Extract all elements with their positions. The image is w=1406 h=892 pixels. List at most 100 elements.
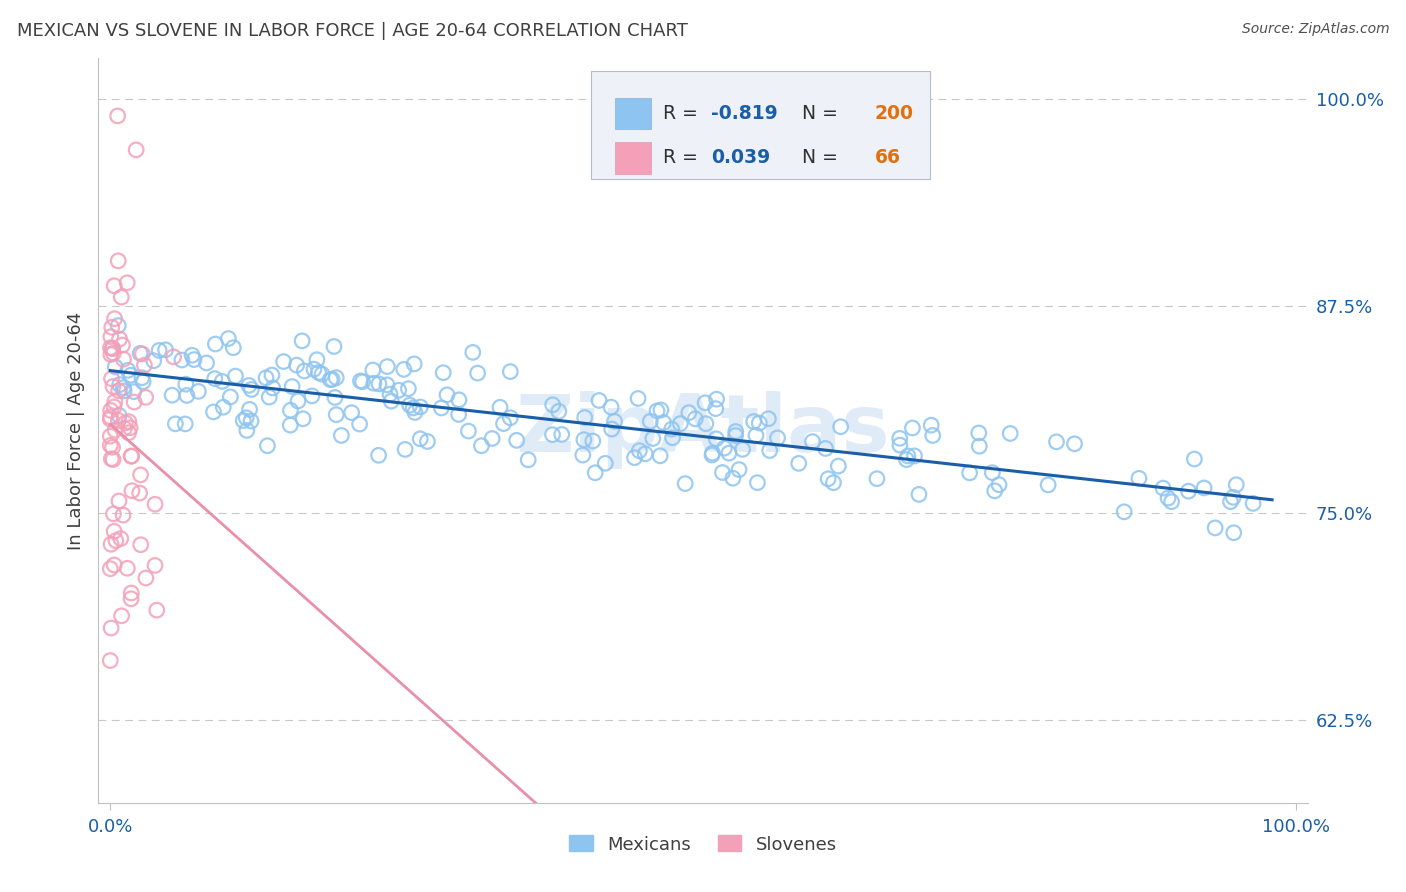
Point: [287, 394, 309, 409]
Point: [547, 404, 569, 418]
Point: [1128, 471, 1150, 485]
Text: R =: R =: [664, 103, 704, 123]
Point: [404, 405, 426, 419]
Point: [367, 448, 389, 462]
Text: -0.819: -0.819: [711, 103, 778, 123]
Point: [706, 392, 728, 407]
Point: [988, 477, 1011, 491]
Point: [176, 388, 198, 402]
Point: [134, 358, 156, 372]
Point: [457, 424, 479, 438]
Point: [517, 452, 540, 467]
Point: [100, 409, 122, 424]
Text: Source: ZipAtlas.com: Source: ZipAtlas.com: [1241, 22, 1389, 37]
Point: [257, 390, 280, 404]
Point: [174, 417, 197, 431]
Point: [652, 416, 675, 430]
Point: [572, 448, 595, 462]
FancyBboxPatch shape: [614, 98, 651, 129]
Point: [394, 442, 416, 457]
Point: [711, 466, 734, 480]
Point: [323, 339, 346, 353]
Point: [260, 368, 283, 382]
Point: [305, 352, 328, 367]
Point: [321, 372, 343, 386]
Point: [128, 486, 150, 500]
Point: [700, 448, 723, 462]
Point: [280, 403, 302, 417]
Point: [120, 368, 142, 383]
Point: [135, 571, 157, 585]
Point: [122, 395, 145, 409]
FancyBboxPatch shape: [591, 70, 931, 179]
Point: [103, 524, 125, 539]
Text: N =: N =: [790, 148, 844, 168]
Point: [112, 421, 135, 435]
Point: [967, 425, 990, 440]
Point: [817, 472, 839, 486]
Point: [969, 439, 991, 453]
Point: [238, 378, 260, 392]
Point: [983, 483, 1005, 498]
Point: [650, 403, 672, 417]
Point: [120, 421, 142, 435]
Point: [830, 419, 852, 434]
Point: [100, 403, 122, 417]
Point: [195, 356, 218, 370]
Point: [100, 320, 122, 334]
Point: [396, 382, 419, 396]
Point: [901, 421, 924, 435]
Point: [593, 456, 616, 470]
Point: [160, 388, 183, 402]
Text: R =: R =: [664, 148, 704, 168]
Point: [107, 413, 129, 427]
Point: [98, 438, 121, 452]
Point: [240, 414, 263, 428]
Point: [375, 377, 398, 392]
Text: N =: N =: [790, 103, 844, 123]
Point: [110, 290, 132, 304]
Point: [1204, 521, 1226, 535]
Point: [148, 343, 170, 358]
Point: [131, 347, 153, 361]
Point: [114, 416, 136, 430]
Point: [224, 369, 246, 384]
Legend: Mexicans, Slovenes: Mexicans, Slovenes: [562, 828, 844, 861]
Point: [103, 311, 125, 326]
Point: [766, 431, 789, 445]
Point: [281, 379, 304, 393]
Point: [361, 363, 384, 377]
Point: [129, 346, 152, 360]
Point: [628, 443, 651, 458]
Point: [641, 432, 664, 446]
Point: [574, 410, 596, 425]
Point: [100, 537, 122, 551]
Point: [461, 345, 484, 359]
Point: [551, 427, 574, 442]
Point: [588, 393, 610, 408]
Point: [470, 439, 492, 453]
Point: [921, 428, 943, 442]
Point: [908, 487, 931, 501]
Point: [107, 253, 129, 268]
Point: [650, 449, 672, 463]
Point: [100, 341, 122, 355]
Point: [398, 398, 420, 412]
Point: [308, 366, 330, 380]
Point: [447, 392, 470, 407]
Point: [219, 390, 242, 404]
Point: [256, 439, 278, 453]
Point: [98, 429, 121, 443]
Point: [323, 391, 346, 405]
Point: [302, 362, 325, 376]
Point: [889, 438, 911, 452]
Point: [101, 440, 124, 454]
Point: [183, 352, 205, 367]
Point: [240, 383, 263, 397]
Point: [380, 394, 402, 409]
Point: [103, 558, 125, 572]
Point: [170, 353, 193, 368]
Point: [661, 431, 683, 445]
Point: [103, 400, 125, 414]
Point: [98, 654, 121, 668]
